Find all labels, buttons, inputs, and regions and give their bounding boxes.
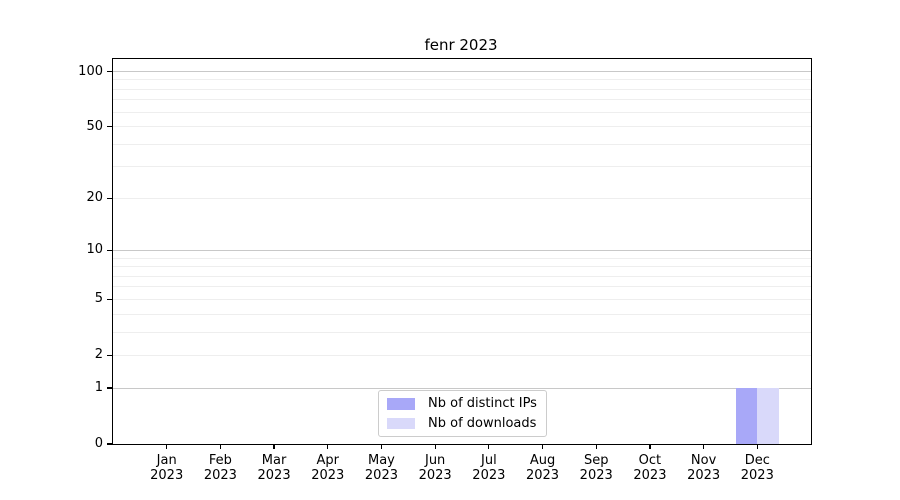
y-tick-label: 100 — [78, 63, 103, 79]
minor-gridline — [113, 354, 811, 356]
x-tick-mark — [595, 445, 597, 450]
y-tick-label: 0 — [94, 436, 103, 451]
major-gridline — [113, 71, 811, 73]
minor-gridline — [113, 126, 811, 128]
x-tick-mark — [166, 445, 168, 450]
legend-label: Nb of distinct IPs — [428, 396, 537, 411]
minor-gridline — [113, 257, 811, 259]
y-tick-label: 1 — [94, 380, 103, 396]
x-tick-label: Feb 2023 — [188, 453, 252, 483]
minor-gridline — [113, 143, 811, 145]
y-tick-label: 2 — [94, 347, 103, 363]
y-tick-label: 20 — [86, 190, 103, 206]
x-tick-label-year: 2023 — [364, 468, 398, 483]
x-tick-label-month: Sep — [583, 453, 609, 468]
y-tick-mark — [107, 70, 112, 73]
x-tick-label-month: Oct — [638, 453, 662, 468]
y-tick-mark — [107, 354, 112, 356]
y-tick-mark — [107, 443, 112, 445]
x-tick-label-month: Nov — [690, 453, 717, 468]
x-tick-label-year: 2023 — [633, 468, 667, 483]
x-tick-mark — [434, 445, 436, 450]
x-tick-label-month: Jul — [481, 453, 497, 468]
x-tick-mark — [327, 445, 329, 450]
minor-gridline — [113, 331, 811, 333]
y-tick-mark — [107, 197, 112, 199]
minor-gridline — [113, 313, 811, 315]
x-tick-label: Sep 2023 — [564, 453, 628, 483]
y-tick-mark — [107, 126, 112, 128]
x-tick-label-year: 2023 — [311, 468, 345, 483]
x-tick-label: Jun 2023 — [403, 453, 467, 483]
major-gridline — [113, 387, 811, 389]
x-tick-label-month: Jun — [424, 453, 446, 468]
x-tick-label-month: May — [368, 453, 395, 468]
x-tick-label-year: 2023 — [472, 468, 506, 483]
minor-gridline — [113, 286, 811, 288]
bar-nb-of-downloads — [757, 388, 779, 444]
x-tick-label: Jul 2023 — [457, 453, 521, 483]
x-tick-label: Jan 2023 — [135, 453, 199, 483]
legend-entry: Nb of distinct IPs — [387, 396, 537, 412]
x-tick-label-year: 2023 — [579, 468, 613, 483]
major-gridline — [113, 249, 811, 251]
x-tick-label-year: 2023 — [203, 468, 237, 483]
legend-swatch — [387, 398, 415, 410]
x-tick-label-month: Apr — [316, 453, 340, 468]
x-tick-mark — [649, 445, 651, 450]
x-tick-label: May 2023 — [349, 453, 413, 483]
x-tick-mark — [219, 445, 222, 450]
minor-gridline — [113, 99, 811, 101]
y-tick-mark — [107, 249, 112, 252]
x-tick-label-month: Dec — [744, 453, 770, 468]
minor-gridline — [113, 275, 811, 277]
x-tick-label-year: 2023 — [257, 468, 291, 483]
x-tick-label-year: 2023 — [687, 468, 721, 483]
x-tick-label: Aug 2023 — [511, 453, 575, 483]
legend: Nb of distinct IPs Nb of downloads — [378, 390, 547, 437]
x-tick-label: Dec 2023 — [725, 453, 789, 483]
x-tick-mark — [702, 445, 705, 450]
x-tick-label: Oct 2023 — [618, 453, 682, 483]
legend-label: Nb of downloads — [428, 415, 537, 431]
x-tick-label-month: Mar — [261, 453, 287, 468]
y-tick-mark — [107, 387, 112, 389]
x-tick-label-month: Feb — [208, 453, 232, 468]
x-tick-label-month: Jan — [156, 453, 177, 468]
x-tick-mark — [541, 445, 544, 450]
plot-area: 0 1 2 5 10 20 50 100 Jan 2023 Feb 2023 Mar 2023 Apr 20… — [78, 58, 812, 483]
minor-gridline — [113, 298, 811, 300]
minor-gridline — [113, 197, 811, 199]
bar-nb-of-distinct-ips — [735, 388, 758, 444]
y-tick-mark — [107, 298, 112, 301]
minor-gridline — [113, 79, 811, 81]
chart-title: fenr 2023 — [424, 36, 498, 54]
x-tick-label-year: 2023 — [525, 468, 560, 483]
x-tick-mark — [273, 445, 275, 450]
x-tick-label-year: 2023 — [740, 468, 774, 483]
y-tick-label: 50 — [86, 118, 103, 134]
legend-swatch — [387, 417, 415, 429]
y-tick-label: 5 — [94, 291, 103, 307]
x-tick-label-month: Aug — [529, 453, 556, 468]
minor-gridline — [113, 88, 811, 90]
x-tick-mark — [488, 445, 490, 450]
legend-entry: Nb of downloads — [387, 416, 537, 432]
x-tick-label: Nov 2023 — [672, 453, 736, 483]
x-tick-label: Mar 2023 — [242, 453, 306, 483]
x-tick-label-year: 2023 — [150, 468, 184, 483]
x-tick-mark — [756, 445, 758, 450]
x-tick-label-year: 2023 — [418, 468, 452, 483]
minor-gridline — [113, 111, 811, 113]
x-tick-mark — [380, 445, 383, 450]
minor-gridline — [113, 166, 811, 168]
minor-gridline — [113, 266, 811, 268]
y-tick-label: 10 — [86, 242, 103, 258]
x-tick-label: Apr 2023 — [296, 453, 360, 483]
